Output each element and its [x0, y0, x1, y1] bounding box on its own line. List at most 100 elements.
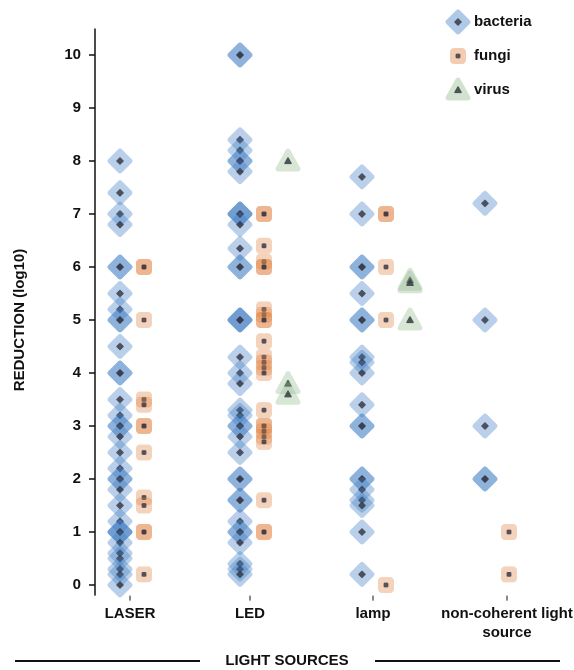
- point: [107, 148, 133, 174]
- point: [349, 307, 375, 333]
- point: [397, 270, 423, 294]
- point-center: [116, 210, 124, 218]
- point-center: [358, 401, 366, 409]
- point-center: [358, 422, 366, 430]
- point-center: [141, 317, 147, 323]
- point-center: [383, 264, 389, 270]
- point-center: [358, 570, 366, 579]
- point-center: [261, 264, 267, 270]
- point-center: [141, 495, 147, 500]
- point: [227, 397, 253, 423]
- y-tick-label: 2: [73, 470, 81, 487]
- legend-marker: [445, 9, 471, 35]
- point: [256, 492, 272, 509]
- point: [227, 466, 253, 492]
- point-center: [383, 211, 389, 217]
- point: [136, 566, 152, 583]
- point: [256, 428, 272, 445]
- point-center: [236, 432, 244, 441]
- point-center: [116, 475, 124, 483]
- point-center: [236, 369, 244, 377]
- point: [256, 253, 272, 270]
- point: [107, 413, 133, 439]
- point: [256, 333, 272, 350]
- point-center: [116, 422, 124, 430]
- point-center: [236, 496, 244, 504]
- point: [349, 281, 375, 306]
- point: [256, 306, 272, 323]
- point-center: [116, 581, 124, 589]
- point: [349, 392, 375, 418]
- point-center: [236, 220, 244, 229]
- point-center: [261, 428, 267, 434]
- point: [378, 577, 394, 593]
- point: [227, 254, 253, 280]
- point-center: [116, 316, 124, 324]
- point-center: [116, 369, 124, 377]
- point-center: [141, 423, 147, 429]
- point-center: [116, 289, 124, 298]
- point-center: [261, 338, 267, 344]
- point: [501, 524, 517, 540]
- point: [136, 418, 152, 434]
- point: [227, 371, 253, 397]
- point: [107, 477, 133, 503]
- point: [107, 440, 133, 465]
- point: [256, 349, 272, 366]
- point-center: [141, 572, 147, 577]
- x-tick-label: LED: [235, 605, 265, 622]
- point: [227, 344, 253, 370]
- point: [227, 212, 253, 238]
- point-center: [261, 365, 267, 371]
- point-center: [506, 529, 512, 535]
- point: [227, 556, 253, 582]
- point-center: [261, 407, 267, 413]
- point-center: [358, 263, 366, 271]
- point: [349, 493, 375, 518]
- point: [256, 423, 272, 440]
- point-center: [141, 529, 147, 535]
- point-center: [284, 379, 292, 387]
- point: [349, 344, 375, 370]
- y-tick-label: 7: [73, 205, 81, 222]
- point-center: [481, 316, 489, 324]
- point-center: [261, 529, 267, 535]
- point-center: [116, 501, 124, 510]
- point: [136, 396, 152, 413]
- point-center: [236, 517, 244, 526]
- point: [349, 413, 375, 439]
- point-center: [383, 317, 389, 323]
- point: [136, 444, 152, 461]
- point-center: [358, 210, 366, 218]
- point-center: [236, 136, 244, 144]
- point: [378, 259, 394, 275]
- point-center: [261, 423, 267, 429]
- legend-center: [454, 18, 462, 26]
- point-center: [261, 370, 267, 376]
- point: [227, 235, 253, 261]
- point-center: [261, 259, 267, 265]
- point: [227, 487, 253, 513]
- point: [107, 180, 133, 206]
- point-center: [261, 243, 267, 249]
- point: [256, 354, 272, 371]
- point: [107, 493, 133, 518]
- point: [227, 561, 253, 587]
- y-tick-label: 0: [73, 576, 81, 593]
- point-center: [358, 289, 366, 298]
- point: [227, 307, 253, 333]
- point: [107, 556, 133, 582]
- point-center: [236, 210, 244, 218]
- point: [275, 148, 301, 172]
- point-center: [406, 316, 414, 324]
- point-center: [116, 464, 124, 473]
- point-center: [236, 411, 244, 420]
- legend-center: [454, 86, 462, 94]
- point-center: [236, 570, 244, 579]
- point-center: [236, 475, 244, 483]
- point: [107, 307, 133, 333]
- point-center: [116, 395, 124, 404]
- y-tick-label: 8: [73, 152, 81, 169]
- point-center: [261, 317, 267, 323]
